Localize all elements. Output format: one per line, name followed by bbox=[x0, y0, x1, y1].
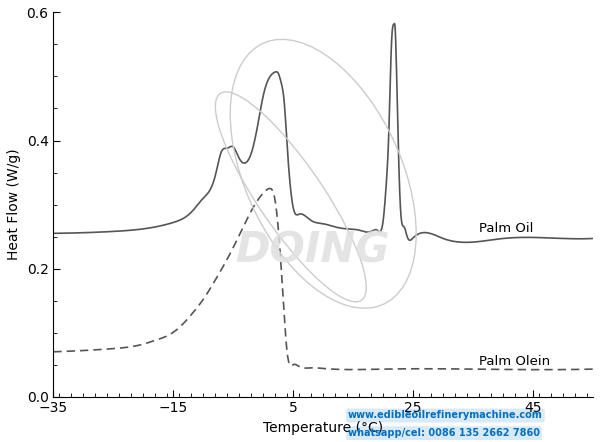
Text: whatsapp/cel: 0086 135 2662 7860: whatsapp/cel: 0086 135 2662 7860 bbox=[348, 428, 540, 438]
Text: www.edibleoilrefinerymachine.com: www.edibleoilrefinerymachine.com bbox=[348, 411, 543, 420]
Y-axis label: Heat Flow (W/g): Heat Flow (W/g) bbox=[7, 149, 21, 260]
Text: DOING: DOING bbox=[235, 230, 389, 272]
X-axis label: Temperature (°C): Temperature (°C) bbox=[263, 421, 383, 435]
Text: Palm Olein: Palm Olein bbox=[479, 355, 550, 368]
Text: Palm Oil: Palm Oil bbox=[479, 222, 533, 236]
